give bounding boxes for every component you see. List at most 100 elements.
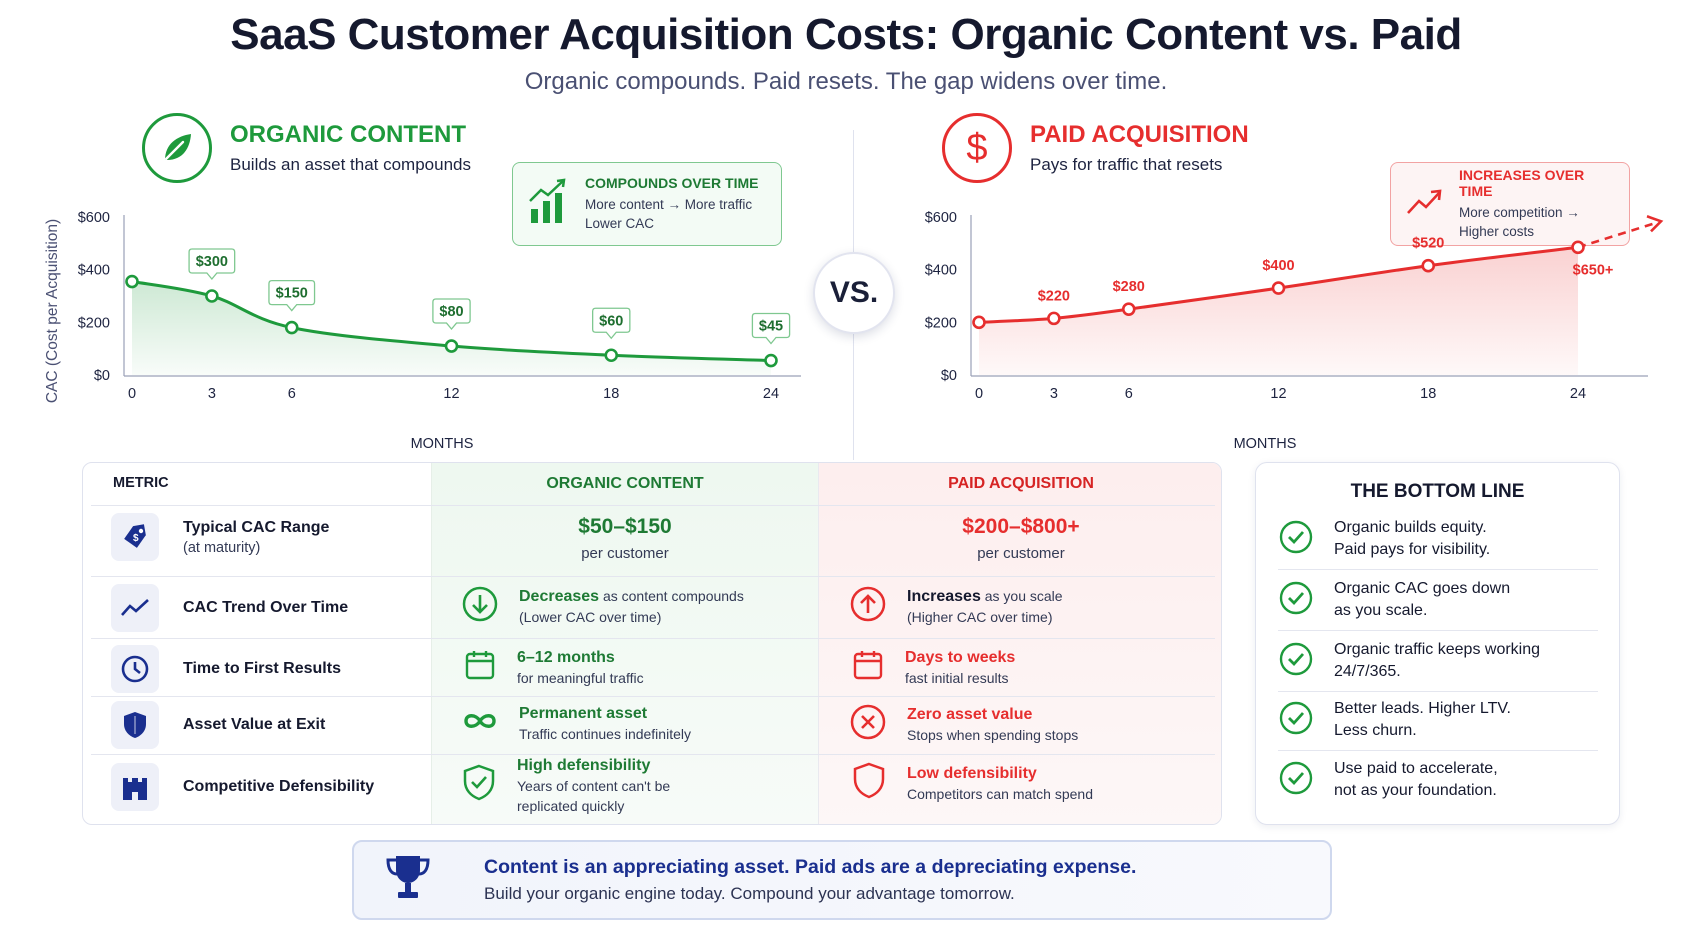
organic-def-sub2: replicated quickly <box>517 798 625 814</box>
paid-asset-main: Zero asset value <box>907 706 1033 723</box>
y-tick-label: $400 <box>78 263 110 279</box>
x-tick-label: 12 <box>1270 386 1286 402</box>
leaf-icon <box>142 113 212 183</box>
arrow-down-circle-icon <box>461 585 499 628</box>
y-tick-label: $0 <box>94 368 110 384</box>
x-tick-label: 18 <box>1420 386 1436 402</box>
data-label-box <box>751 312 791 345</box>
bottom-line-item: Organic builds equity. Paid pays for visi… <box>1278 517 1598 561</box>
metric-label: Time to First Results <box>183 660 341 677</box>
organic-def-sub: Years of content can't be <box>517 778 671 794</box>
paid-callout-title: INCREASES OVER TIME <box>1459 167 1585 199</box>
data-point <box>1121 302 1136 316</box>
data-point <box>1571 240 1585 255</box>
metric-time-to-results: Time to First Results <box>111 645 341 693</box>
paid-callout: INCREASES OVER TIME More competition → H… <box>1390 162 1630 246</box>
shield-check-icon <box>461 763 497 808</box>
footer-banner: Content is an appreciating asset. Paid a… <box>352 840 1332 920</box>
data-label: $80 <box>439 304 463 320</box>
x-tick-label: 12 <box>443 386 459 402</box>
bottom-line-text: not as your foundation. <box>1334 782 1497 799</box>
organic-def-main: High defensibility <box>517 757 651 774</box>
data-point <box>1047 311 1061 326</box>
data-point <box>125 274 139 289</box>
x-tick-label: 24 <box>763 386 779 402</box>
organic-column <box>431 463 819 824</box>
x-circle-icon <box>849 703 887 746</box>
metric-defensibility: Competitive Defensibility <box>111 763 374 811</box>
data-point <box>284 320 299 335</box>
metric-label: Competitive Defensibility <box>183 778 375 795</box>
projection-arrowhead <box>1646 215 1664 233</box>
paid-column <box>819 463 1221 824</box>
x-tick-label: 0 <box>975 386 983 402</box>
organic-cac-value: $50–$150 <box>578 515 672 538</box>
organic-time-main: 6–12 months <box>517 649 615 666</box>
data-point <box>764 353 778 368</box>
x-tick-label: 6 <box>1125 386 1133 402</box>
paid-time-sub: fast initial results <box>905 670 1009 686</box>
organic-callout-line1: More content → More traffic <box>585 197 753 212</box>
organic-asset-sub: Traffic continues indefinitely <box>519 726 691 742</box>
organic-cac-range: $50–$150 per customer <box>431 515 819 562</box>
shield-outline-icon <box>851 761 887 806</box>
metric-label: Asset Value at Exit <box>183 716 326 733</box>
organic-defensibility: High defensibility Years of content can'… <box>461 755 670 816</box>
bottom-line-divider <box>1278 630 1598 631</box>
organic-callout-title: COMPOUNDS OVER TIME <box>585 175 759 191</box>
paid-cac-chart: $0 $200 $400 $600 0 3 6 12 18 24 $220 $280 $400 $520… <box>925 210 1664 452</box>
bottom-line-card: THE BOTTOM LINE Organic builds equity. Pa… <box>1255 462 1620 825</box>
paid-title: PAID ACQUISITION <box>1030 121 1249 148</box>
x-axis-label: MONTHS <box>1234 436 1297 452</box>
trend-up-icon <box>1405 185 1445 224</box>
data-label: $300 <box>196 254 228 270</box>
paid-callout-line1: More competition → <box>1459 205 1580 220</box>
data-point <box>972 315 986 330</box>
organic-callout: COMPOUNDS OVER TIME More content → More … <box>512 162 782 246</box>
organic-cac-unit: per customer <box>581 545 669 562</box>
paid-header-cell: PAID ACQUISITION <box>948 475 1094 492</box>
metric-note: (at maturity) <box>183 539 261 556</box>
infinity-icon <box>461 706 499 741</box>
paid-time-to-results: Days to weeks fast initial results <box>851 647 1015 688</box>
calendar-icon <box>851 648 885 687</box>
organic-cac-trend: Decreases as content compounds (Lower CA… <box>461 585 744 628</box>
x-tick-label: 6 <box>288 386 296 402</box>
data-label-box <box>268 279 316 312</box>
check-circle-icon <box>1278 760 1314 801</box>
paid-cac-unit: per customer <box>977 545 1065 562</box>
data-label: $220 <box>1038 288 1070 304</box>
organic-subtitle: Builds an asset that compounds <box>230 155 471 174</box>
data-label: $520 <box>1412 236 1444 252</box>
row-divider <box>91 754 1215 755</box>
trophy-icon <box>380 850 436 911</box>
y-tick-label: $200 <box>925 315 957 331</box>
paid-cac-range: $200–$800+ per customer <box>819 515 1221 562</box>
y-tick-label: $600 <box>78 210 110 226</box>
bottom-line-item: Better leads. Higher LTV. Less churn. <box>1278 698 1598 742</box>
organic-cac-chart: CAC (Cost per Acquisition) $0 $200 $400 $60… <box>44 210 801 452</box>
projection-line <box>1577 221 1659 249</box>
footer-subline: Build your organic engine today. Compoun… <box>484 884 1015 903</box>
data-label: $650+ <box>1573 262 1614 278</box>
bottom-line-item: Organic traffic keeps working 24/7/365. <box>1278 639 1598 683</box>
metric-cac-range: $ Typical CAC Range (at maturity) <box>111 513 329 561</box>
bar-growth-icon <box>527 177 571 232</box>
check-circle-icon <box>1278 519 1314 560</box>
paid-cac-value: $200–$800+ <box>962 515 1080 538</box>
bottom-line-text: 24/7/365. <box>1334 663 1401 680</box>
bottom-line-divider <box>1278 569 1598 570</box>
arrow-up-circle-icon <box>849 585 887 628</box>
y-tick-label: $400 <box>925 263 957 279</box>
clock-icon <box>111 645 159 693</box>
row-divider <box>91 638 1215 639</box>
bottom-line-text: Paid pays for visibility. <box>1334 541 1491 558</box>
organic-trend-bold: Decreases <box>519 588 600 605</box>
data-point <box>1421 258 1436 273</box>
row-divider <box>91 576 1215 577</box>
paid-trend-rest: as you scale <box>980 588 1063 604</box>
trend-line-icon <box>111 584 159 632</box>
shield-icon <box>111 701 159 749</box>
page-title: SaaS Customer Acquisition Costs: Organic… <box>230 10 1462 59</box>
data-label: $60 <box>599 313 623 329</box>
